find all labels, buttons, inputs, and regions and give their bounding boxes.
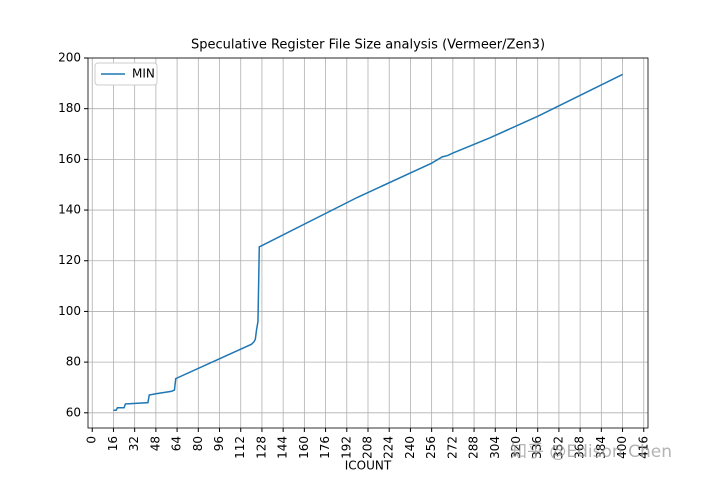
chart-title: Speculative Register File Size analysis …: [191, 38, 545, 53]
line: [113, 73, 623, 412]
x-tick-label: 16: [106, 436, 120, 451]
y-tick-label: 120: [58, 253, 81, 267]
x-tick-label: 384: [594, 436, 608, 459]
x-tick-label: 208: [361, 436, 375, 459]
y-tick-label: 60: [66, 405, 81, 419]
x-tick-label: 80: [191, 436, 205, 451]
x-tick-label: 176: [318, 436, 332, 459]
y-tick-label: 80: [66, 355, 81, 369]
x-tick-label: 352: [551, 436, 565, 459]
x-tick-label: 224: [382, 436, 396, 459]
x-tick-label: 368: [573, 436, 587, 459]
x-tick-label: 128: [254, 436, 268, 459]
x-tick-label: 112: [233, 436, 247, 459]
x-tick-label: 160: [297, 436, 311, 459]
y-tick-label: 140: [58, 203, 81, 217]
x-tick-label: 336: [530, 436, 544, 459]
x-tick-label: 48: [148, 436, 162, 451]
y-tick-label: 160: [58, 152, 81, 166]
x-tick-label: 272: [445, 436, 459, 459]
x-tick-label: 320: [509, 436, 523, 459]
x-tick-label: 416: [636, 436, 650, 459]
x-tick-label: 32: [127, 436, 141, 451]
x-tick-label: 304: [488, 436, 502, 459]
x-tick-label: 256: [424, 436, 438, 459]
y-tick-label: 100: [58, 304, 81, 318]
legend-box: [94, 62, 158, 86]
x-axis-label: ICOUNT: [345, 459, 392, 473]
legend-label: MIN: [132, 67, 155, 81]
plot-frame: [87, 57, 649, 429]
y-tick-label: 200: [58, 51, 81, 65]
watermark: 知乎 @Edison Chen: [510, 442, 672, 462]
y-tick-label: 180: [58, 101, 81, 115]
x-tick-label: 64: [170, 436, 184, 451]
x-tick-label: 96: [212, 436, 226, 451]
x-tick-label: 400: [615, 436, 629, 459]
x-tick-label: 0: [85, 436, 99, 444]
x-tick-label: 288: [467, 436, 481, 459]
x-tick-label: 192: [339, 436, 353, 459]
x-tick-label: 144: [276, 436, 290, 459]
x-tick-label: 240: [403, 436, 417, 459]
